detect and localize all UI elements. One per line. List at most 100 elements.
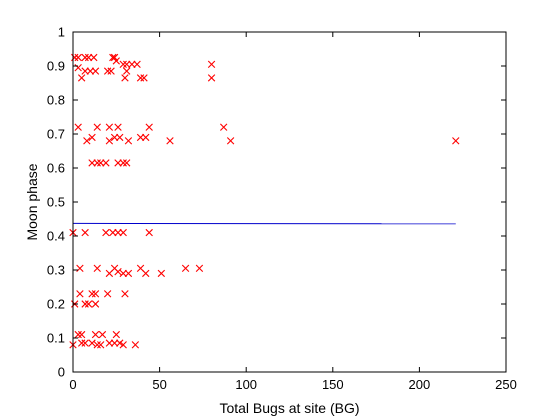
scatter-point — [123, 159, 131, 167]
y-tick-label: 1 — [58, 25, 65, 40]
scatter-point — [90, 53, 98, 62]
scatter-point — [114, 228, 122, 237]
scatter-point — [119, 228, 127, 237]
scatter-point — [81, 53, 89, 62]
y-axis-label: Moon phase — [24, 163, 40, 240]
scatter-point — [71, 53, 79, 62]
scatter-point — [93, 341, 101, 349]
scatter-point — [124, 137, 133, 145]
scatter-point — [195, 264, 204, 272]
scatter-point — [83, 137, 91, 145]
y-tick-label: 0.3 — [47, 263, 65, 278]
scatter-point — [114, 123, 122, 131]
scatter-point — [121, 290, 129, 298]
y-tick-label: 0 — [58, 365, 65, 380]
y-tick-label: 0.9 — [47, 59, 65, 74]
scatter-point — [91, 330, 100, 339]
scatter-point — [119, 60, 127, 68]
scatter-point — [91, 67, 100, 75]
scatter-point — [142, 269, 150, 278]
scatter-point — [93, 159, 101, 167]
scatter-point — [93, 264, 101, 272]
scatter-point — [105, 123, 114, 131]
scatter-point — [93, 123, 101, 131]
scatter-point — [97, 159, 105, 167]
scatter-point — [123, 67, 131, 75]
scatter-point — [91, 300, 100, 308]
scatter-point — [81, 339, 89, 347]
y-tick-label: 0.5 — [47, 195, 65, 210]
scatter-point — [86, 67, 95, 75]
scatter-point — [88, 133, 96, 142]
scatter-point — [119, 269, 127, 278]
y-tick-label: 0.8 — [47, 93, 65, 108]
x-tick-label: 150 — [322, 377, 344, 392]
scatter-point — [219, 123, 228, 131]
scatter-point — [88, 159, 96, 167]
scatter-point — [116, 133, 124, 142]
scatter-point — [119, 159, 127, 167]
scatter-point — [105, 339, 114, 347]
scatter-point — [142, 133, 150, 142]
scatter-point — [91, 290, 100, 298]
scatter-point — [81, 228, 89, 237]
scatter-point — [74, 53, 82, 62]
scatter-point — [166, 137, 174, 145]
scatter-point — [88, 290, 96, 298]
x-tick-label: 0 — [69, 377, 76, 392]
scatter-point — [121, 74, 129, 82]
scatter-point — [102, 228, 110, 237]
scatter-point — [226, 137, 235, 145]
scatter-point — [207, 74, 216, 82]
scatter-point — [112, 330, 120, 339]
scatter-point — [112, 57, 120, 65]
scatter-point — [114, 268, 122, 276]
scatter-point — [76, 264, 84, 272]
scatter-point — [107, 67, 115, 75]
scatter-point — [74, 64, 82, 72]
scatter-point — [74, 330, 82, 339]
scatter-point — [109, 228, 117, 237]
y-tick-label: 0.1 — [47, 331, 65, 346]
scatter-point — [145, 123, 153, 131]
scatter-point — [131, 341, 140, 349]
scatter-point — [103, 290, 112, 298]
scatter-point — [103, 67, 112, 75]
scatter-point — [114, 159, 122, 167]
y-axis-ticks: 0 0.1 0.2 0.3 0.4 0.5 0.6 0.7 0.8 0.9 1 — [47, 25, 506, 380]
scatter-point — [77, 330, 86, 339]
scatter-point — [136, 74, 145, 82]
y-tick-label: 0.4 — [47, 229, 65, 244]
scatter-point — [110, 339, 119, 347]
x-axis-ticks: 0 50 100 150 200 250 — [69, 32, 517, 392]
scatter-point — [81, 67, 89, 75]
scatter-point — [81, 300, 89, 308]
x-tick-label: 100 — [235, 377, 257, 392]
scatter-point — [102, 159, 110, 167]
scatter-point — [76, 290, 84, 298]
scatter-point — [84, 300, 93, 308]
x-axis-label: Total Bugs at site (BG) — [219, 400, 359, 416]
scatter-points — [69, 53, 460, 349]
y-tick-label: 0.6 — [47, 161, 65, 176]
x-tick-label: 200 — [409, 377, 431, 392]
scatter-point — [181, 264, 190, 272]
y-tick-label: 0.2 — [47, 297, 65, 312]
scatter-point — [133, 60, 141, 68]
plot-area-frame — [72, 31, 507, 373]
scatter-point — [77, 339, 86, 347]
scatter-point — [128, 60, 136, 68]
scatter-point — [145, 228, 153, 237]
scatter-point — [157, 269, 166, 278]
scatter-point — [124, 269, 133, 278]
scatter-point — [136, 133, 145, 142]
scatter-point — [110, 133, 119, 142]
scatter-point — [105, 137, 114, 145]
scatter-point — [84, 53, 93, 62]
scatter-point — [74, 123, 82, 131]
y-tick-label: 0.7 — [47, 127, 65, 142]
scatter-point — [119, 341, 127, 349]
scatter-point — [98, 330, 107, 339]
x-tick-label: 50 — [152, 377, 166, 392]
